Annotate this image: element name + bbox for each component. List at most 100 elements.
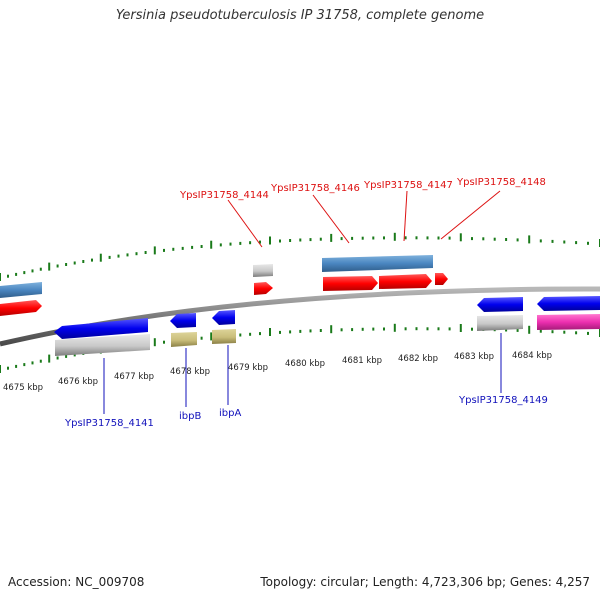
gene-red-4147-arrow[interactable] [379, 274, 432, 289]
leader-line [227, 199, 263, 248]
major-tick [99, 253, 102, 262]
gene-olive-ibpB[interactable] [171, 332, 197, 347]
scale-labels: 4675 kbp 4676 kbp 4677 kbp 4678 kbp 4679… [3, 351, 552, 393]
minor-tick [39, 267, 42, 271]
minor-tick [7, 274, 9, 278]
gene-red-4146-arrow[interactable] [323, 276, 378, 291]
gene-red-4148-arrow[interactable] [435, 273, 448, 285]
minor-tick [351, 328, 354, 332]
minor-tick [563, 330, 566, 334]
minor-tick [372, 327, 375, 331]
minor-tick [31, 269, 34, 273]
minor-tick [575, 331, 578, 335]
gene-steel-left[interactable] [0, 282, 42, 298]
minor-tick [91, 258, 93, 262]
major-tick [528, 325, 531, 334]
tick-row-outer [0, 232, 600, 281]
gene-steel-long[interactable] [322, 255, 433, 272]
minor-tick [516, 328, 519, 332]
major-tick [393, 232, 396, 241]
major-tick [153, 338, 156, 347]
minor-tick [539, 329, 542, 333]
gene-gray-4144[interactable] [253, 264, 273, 277]
major-tick [528, 235, 531, 244]
gene-blue-ibpB-arrow[interactable] [170, 313, 196, 328]
gene-label-4144[interactable]: YpsIP31758_4144 [179, 190, 269, 201]
minor-tick [229, 242, 232, 246]
scale-label: 4682 kbp [398, 354, 438, 364]
gene-magenta-right[interactable] [537, 314, 600, 330]
minor-tick [309, 329, 312, 333]
gene-red-left-arrow[interactable] [0, 300, 42, 316]
minor-tick [361, 327, 364, 331]
minor-tick [563, 240, 566, 244]
gene-label-4147[interactable]: YpsIP31758_4147 [363, 180, 453, 191]
minor-tick [309, 238, 312, 242]
minor-tick [15, 272, 18, 276]
minor-tick [383, 236, 385, 240]
minor-tick [383, 327, 385, 331]
scale-label: 4676 kbp [58, 377, 98, 387]
gene-blue-4149-arrow[interactable] [477, 297, 523, 312]
scale-label: 4680 kbp [285, 359, 325, 369]
gene-label-4149[interactable]: YpsIP31758_4149 [458, 395, 548, 406]
minor-tick [448, 327, 451, 331]
major-tick [0, 273, 1, 281]
gene-blue-right-arrow[interactable] [537, 296, 600, 311]
minor-tick [340, 328, 343, 332]
major-tick [269, 236, 271, 245]
minor-tick [219, 243, 222, 247]
minor-tick [259, 332, 261, 336]
minor-tick [126, 253, 129, 257]
minor-tick [279, 239, 281, 243]
gene-label-ibpB[interactable]: ibpB [179, 411, 201, 422]
minor-tick [448, 236, 451, 240]
major-tick [210, 240, 213, 249]
minor-tick [239, 241, 242, 245]
gene-label-4148[interactable]: YpsIP31758_4148 [456, 177, 546, 188]
minor-tick [299, 329, 302, 333]
minor-tick [163, 340, 165, 344]
minor-tick [319, 237, 322, 241]
minor-tick [56, 264, 59, 268]
major-tick [459, 324, 462, 332]
forward-gene-labels: YpsIP31758_4144 YpsIP31758_4146 YpsIP317… [179, 177, 546, 248]
minor-tick [249, 332, 252, 336]
scale-label: 4678 kbp [170, 367, 210, 377]
gene-blue-4141-arrow[interactable] [54, 318, 148, 339]
major-tick [269, 328, 271, 336]
minor-tick [249, 241, 252, 245]
gene-label-4141[interactable]: YpsIP31758_4141 [64, 418, 154, 429]
minor-tick [404, 327, 407, 331]
minor-tick [108, 255, 111, 259]
minor-tick [505, 238, 508, 241]
minor-tick [135, 252, 138, 256]
major-tick [330, 325, 333, 334]
minor-tick [23, 363, 26, 367]
major-tick [48, 262, 51, 271]
minor-tick [415, 236, 418, 240]
gene-olive-ibpA[interactable] [212, 329, 236, 344]
gene-label-ibpA[interactable]: ibpA [219, 408, 241, 419]
minor-tick [340, 237, 343, 241]
minor-tick [551, 330, 554, 334]
minor-tick [539, 239, 542, 243]
gene-blue-ibpA-arrow[interactable] [212, 310, 235, 325]
gene-gray-4149[interactable] [477, 315, 523, 331]
gene-label-4146[interactable]: YpsIP31758_4146 [270, 183, 360, 194]
tick-row-inner [0, 323, 600, 373]
major-tick [459, 233, 462, 242]
minor-tick [172, 247, 175, 251]
minor-tick [239, 333, 242, 337]
minor-tick [372, 236, 375, 240]
scale-label: 4683 kbp [454, 352, 494, 362]
gene-gray-4141[interactable] [55, 334, 150, 356]
minor-tick [426, 236, 429, 240]
minor-tick [551, 239, 554, 243]
minor-tick [299, 238, 302, 242]
forward-features [0, 255, 448, 316]
gene-red-4144-arrow[interactable] [254, 282, 273, 295]
reverse-features [54, 296, 600, 356]
minor-tick [437, 236, 440, 240]
